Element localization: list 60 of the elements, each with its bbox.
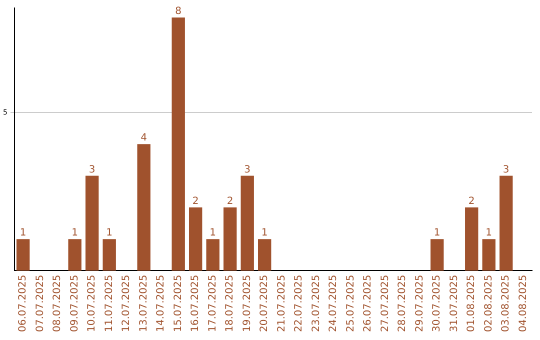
x-tick-label: 09.07.2025: [69, 274, 80, 332]
bar: [240, 176, 254, 271]
x-tick-label: 06.07.2025: [18, 274, 29, 332]
x-tick-label: 15.07.2025: [172, 274, 184, 332]
bar: [137, 144, 150, 271]
bar: [16, 239, 30, 271]
x-tick-label: 12.07.2025: [121, 274, 132, 332]
data-label: 3: [88, 164, 96, 176]
x-tick-label: 02.08.2025: [483, 274, 494, 332]
x-tick-label: 31.07.2025: [448, 274, 460, 332]
x-tick-label: 30.07.2025: [432, 274, 443, 332]
data-label: 3: [244, 164, 251, 176]
x-tick-label: 27.07.2025: [380, 274, 391, 332]
bar: [224, 207, 237, 271]
data-label: 2: [192, 196, 199, 208]
data-label: 1: [72, 228, 78, 239]
bar: [206, 239, 220, 271]
x-tick-label: 16.07.2025: [190, 274, 202, 332]
x-tick-label: 23.07.2025: [310, 274, 322, 332]
x-tick-label: 04.08.2025: [518, 274, 529, 332]
x-tick-label: 01.08.2025: [466, 274, 478, 332]
data-label: 8: [175, 6, 182, 18]
x-tick-label: 20.07.2025: [259, 274, 270, 332]
bar: [188, 207, 202, 271]
data-label: 1: [210, 228, 216, 239]
x-tick-label: 18.07.2025: [224, 274, 236, 332]
data-label: 3: [502, 164, 510, 176]
x-tick-label: 24.07.2025: [328, 274, 340, 332]
x-tick-label: 29.07.2025: [414, 274, 426, 332]
x-tick-label: 28.07.2025: [397, 274, 408, 332]
bar: [172, 17, 185, 271]
x-tick-label: 25.07.2025: [345, 274, 356, 332]
x-tick-label: 17.07.2025: [207, 274, 218, 332]
bar: [430, 239, 444, 271]
bar: [482, 239, 496, 271]
data-label: 1: [106, 228, 113, 239]
data-label: 2: [468, 196, 475, 208]
bar: [258, 239, 272, 271]
x-tick-label: 14.07.2025: [156, 274, 167, 332]
x-tick-label: 07.07.2025: [34, 274, 46, 332]
bar: [85, 176, 99, 271]
data-label: 2: [226, 196, 234, 208]
bar: [68, 239, 82, 271]
data-label: 1: [20, 228, 26, 239]
x-tick-label: 22.07.2025: [294, 274, 305, 332]
x-tick-label: 03.08.2025: [500, 274, 512, 332]
data-label: 1: [434, 228, 440, 239]
data-label: 1: [486, 228, 492, 239]
bar: [465, 207, 478, 271]
data-label: 4: [140, 132, 148, 144]
bar: [102, 239, 116, 271]
x-tick-label: 10.07.2025: [86, 274, 98, 332]
x-tick-label: 13.07.2025: [138, 274, 150, 332]
x-tick-label: 26.07.2025: [362, 274, 374, 332]
data-label: 1: [261, 228, 268, 239]
x-tick-label: 21.07.2025: [276, 274, 288, 332]
x-tick-label: 08.07.2025: [52, 274, 64, 332]
x-tick-label: 19.07.2025: [242, 274, 253, 332]
bar: [500, 176, 513, 271]
x-tick-label: 11.07.2025: [104, 274, 115, 332]
